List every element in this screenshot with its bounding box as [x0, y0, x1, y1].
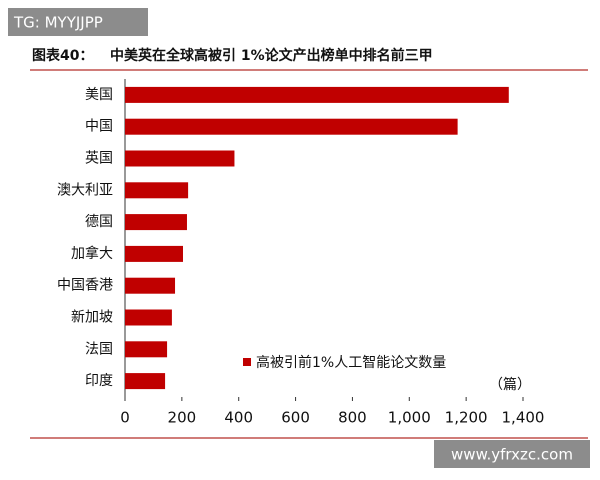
y-tick-label: 新加坡 — [71, 310, 113, 326]
bar — [125, 118, 458, 135]
chart-title: 中美英在全球高被引 1%论文产出榜单中排名前三甲 — [110, 47, 433, 64]
site-watermark-box — [434, 440, 590, 468]
x-tick-label: 800 — [338, 409, 367, 427]
x-tick-label: 1,000 — [388, 409, 431, 427]
x-tick-label: 1,200 — [445, 409, 488, 427]
x-tick-label: 600 — [281, 409, 310, 427]
x-tick-label: 0 — [120, 409, 130, 427]
bar — [125, 86, 509, 103]
y-tick-label: 中国 — [85, 119, 113, 135]
bar — [125, 309, 172, 326]
legend-swatch — [243, 358, 251, 366]
watermark-box — [8, 8, 148, 36]
x-unit: （篇） — [489, 377, 531, 393]
x-tick-label: 400 — [224, 409, 253, 427]
y-tick-label: 英国 — [85, 150, 113, 167]
bar — [125, 214, 187, 231]
watermark: TG: MYYJJPP — [13, 14, 103, 32]
bar — [125, 245, 183, 262]
legend-label: 高被引前1%人工智能论文数量 — [256, 354, 446, 371]
y-tick-label: 印度 — [85, 373, 113, 389]
y-tick-label: 中国香港 — [57, 278, 113, 294]
title-label: 图表40： — [32, 47, 93, 64]
y-tick-label: 德国 — [85, 214, 113, 230]
y-tick-label: 美国 — [85, 87, 113, 103]
bar — [125, 182, 189, 199]
y-tick-label: 法国 — [85, 341, 113, 357]
y-tick-label: 澳大利亚 — [57, 182, 113, 198]
bar — [125, 277, 176, 294]
bar — [125, 341, 168, 358]
x-tick-label: 1,400 — [502, 409, 545, 427]
site-watermark: www.yfrxzc.com — [451, 446, 573, 464]
bar — [125, 150, 235, 167]
bar — [125, 373, 166, 390]
y-tick-label: 加拿大 — [71, 245, 113, 262]
x-tick-label: 200 — [168, 409, 197, 427]
